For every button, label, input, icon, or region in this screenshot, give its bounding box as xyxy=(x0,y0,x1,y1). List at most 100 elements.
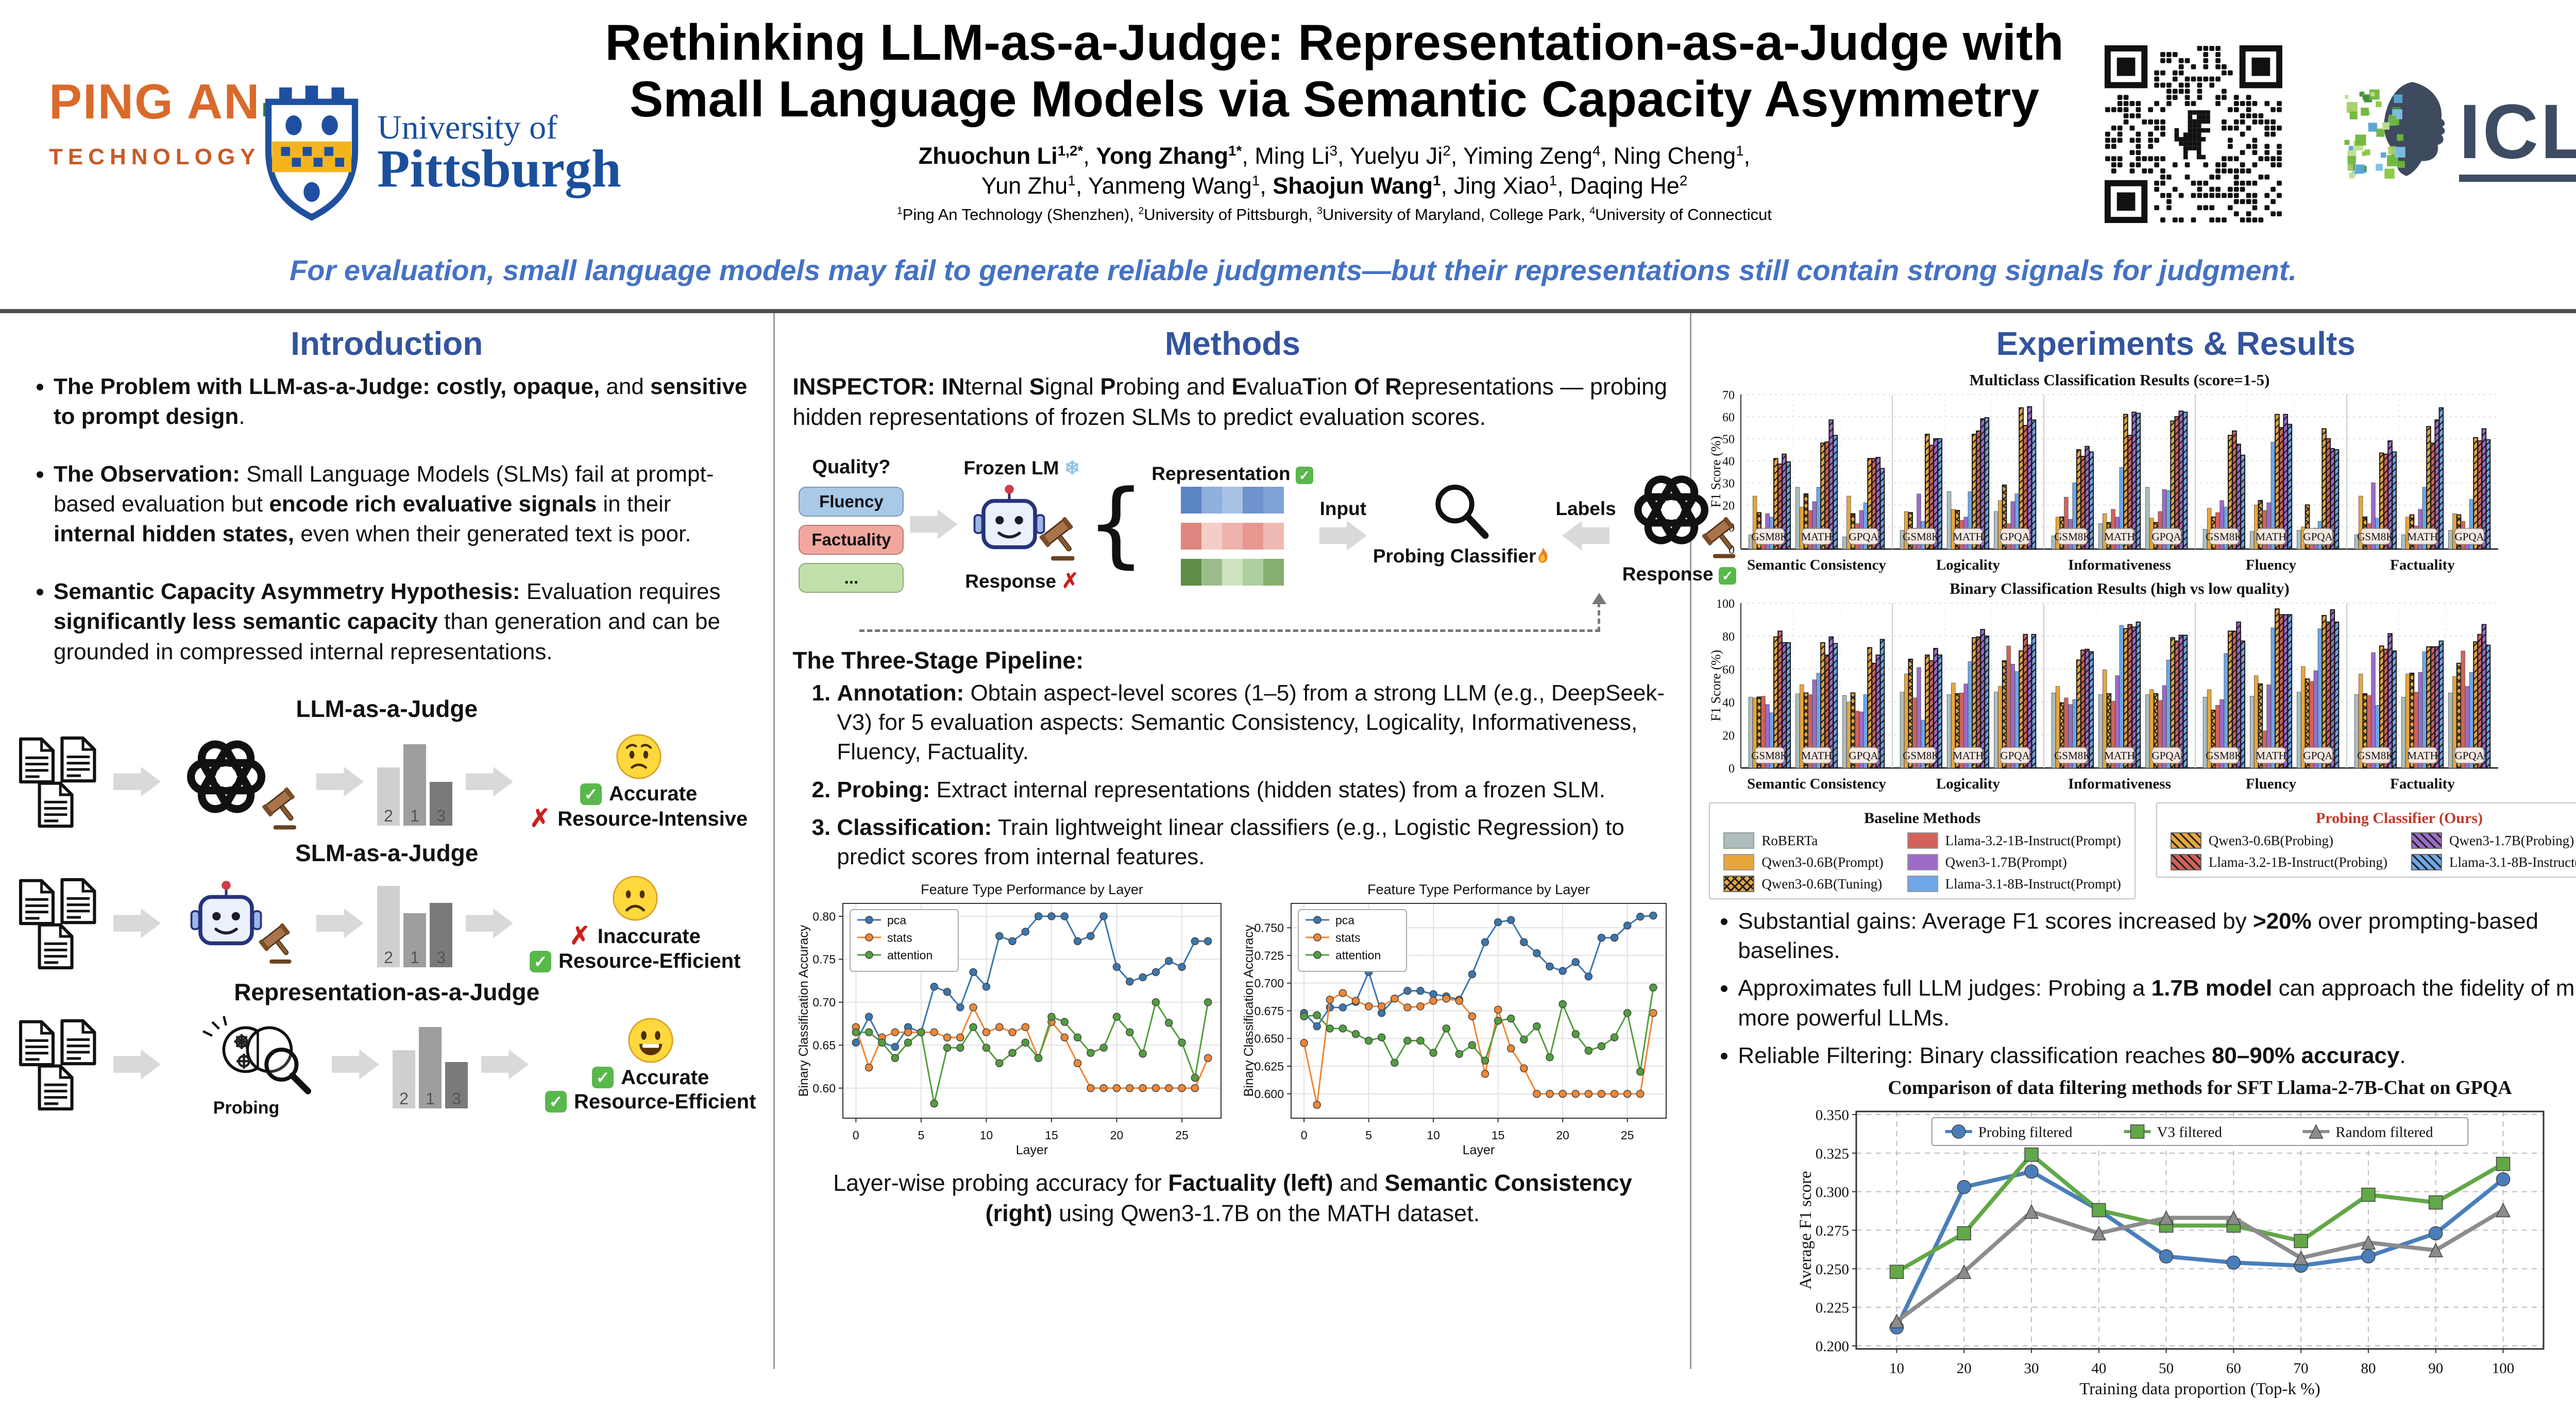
rect-el xyxy=(2154,125,2159,131)
rect-el xyxy=(2191,101,2196,106)
legend-swatch xyxy=(1907,876,1938,892)
circle-el xyxy=(1558,1090,1567,1098)
pingan-text: PING AN xyxy=(49,74,261,129)
circle-el xyxy=(1139,1084,1147,1092)
representation-strip xyxy=(1181,487,1284,514)
circle-el xyxy=(943,1033,952,1042)
rect-el xyxy=(1963,683,1969,768)
use-gavel xyxy=(261,785,302,830)
span-el: Llama-3.1-8B-Instruct(Prompt) xyxy=(1945,876,2121,892)
rect-el xyxy=(2179,141,2183,146)
rect-el xyxy=(2391,151,2398,158)
rect-el xyxy=(1912,697,1918,768)
rect-el xyxy=(2148,107,2154,112)
sad-face-icon xyxy=(611,874,660,923)
rect-el xyxy=(2233,186,2239,192)
methods-heading: Methods xyxy=(1164,325,1300,362)
rect-el xyxy=(2371,483,2376,550)
rect-el xyxy=(2270,125,2276,131)
rect-el xyxy=(2305,678,2310,768)
polygon-el xyxy=(1957,1264,1972,1279)
rect-el xyxy=(2387,155,2398,166)
text-el: GSM8K xyxy=(2055,749,2091,762)
circle-el xyxy=(1126,978,1134,986)
div-el xyxy=(1625,464,1741,561)
rect-el xyxy=(2203,529,2208,550)
text-el: GPQA xyxy=(2455,749,2485,762)
rect-el xyxy=(2287,614,2293,769)
rect-el xyxy=(1953,528,1984,545)
results-column: Experiments & Results 0 10 20 30 40 50 60 70 F1 … xyxy=(1691,313,2576,1398)
rect-el xyxy=(1859,711,1864,768)
rect-el xyxy=(2196,155,2201,160)
rect-el xyxy=(2233,193,2239,198)
rect-el xyxy=(2401,534,2406,550)
rect-el xyxy=(2203,46,2209,51)
rect-el xyxy=(2166,58,2172,63)
rect-el xyxy=(2392,451,2397,550)
rect-el xyxy=(2160,70,2165,76)
rect-el xyxy=(2142,119,2147,125)
text-el: MATH xyxy=(2408,531,2438,543)
rect-el xyxy=(2197,76,2202,82)
poster-title: Rethinking LLM-as-a-Judge: Representatio… xyxy=(592,14,2076,128)
circle-el xyxy=(1494,1005,1502,1014)
span-el: Small Language Models (SLMs) fail at pro… xyxy=(54,461,714,517)
status-line: ✓ Accurate xyxy=(592,1066,709,1089)
span-el: E xyxy=(1231,373,1247,400)
rect-el xyxy=(2201,110,2206,115)
circle-el xyxy=(891,1054,900,1063)
rect-el xyxy=(2116,192,2136,211)
circle-el xyxy=(1339,1003,1347,1012)
span-el: Resource-Efficient xyxy=(574,1090,756,1113)
text-el: 80 xyxy=(1722,630,1735,644)
rect-el xyxy=(2117,156,2123,161)
rect-el xyxy=(2172,76,2178,82)
text-el: GPQA xyxy=(2152,749,2182,762)
rect-el xyxy=(2011,663,2015,768)
text-el: 30 xyxy=(2024,1360,2039,1377)
rect-el xyxy=(2222,168,2227,174)
rect-el xyxy=(2264,144,2270,149)
rect-el xyxy=(2117,138,2123,143)
circle-el xyxy=(1391,995,1399,1003)
text-el: 10 xyxy=(1427,1128,1440,1142)
text-el: MATH xyxy=(1802,531,1833,543)
span-el: Accurate xyxy=(621,1066,709,1089)
text-el: 50 xyxy=(2159,1360,2174,1377)
quality-aspects: Quality? Fluency Factuality ... xyxy=(799,456,904,593)
rect-el xyxy=(2201,128,2206,133)
text-el: 0.65 xyxy=(813,1039,836,1052)
arrow-right-icon xyxy=(316,908,364,938)
rect-el xyxy=(2397,134,2403,141)
rect-el xyxy=(1906,747,1937,764)
span-el: Layer-wise probing accuracy for xyxy=(833,1170,1168,1196)
span-el: Response xyxy=(1622,563,1714,585)
rect-el xyxy=(1756,696,1762,768)
rect-el xyxy=(2196,124,2201,128)
text-el: 40 xyxy=(1722,696,1735,710)
rect-el xyxy=(2264,125,2270,131)
rect-el xyxy=(2233,119,2239,125)
rect-el xyxy=(2196,132,2201,138)
rect-el xyxy=(2270,186,2276,192)
rect-el xyxy=(2334,449,2340,550)
rect-el xyxy=(2111,168,2116,174)
text-el: 0 xyxy=(1301,1128,1308,1142)
circle-el xyxy=(1191,937,1199,946)
rect-el xyxy=(2233,107,2239,112)
circle-el xyxy=(995,1059,1004,1068)
rect-el xyxy=(2160,82,2165,88)
circle-el xyxy=(1442,1024,1451,1033)
span-el: encode rich evaluative signals xyxy=(269,491,597,517)
polyline-el xyxy=(1303,992,1654,1106)
circle-el xyxy=(904,1038,912,1047)
div-el xyxy=(971,481,1080,569)
use-docs3 xyxy=(21,880,94,968)
rect-el xyxy=(2197,180,2202,186)
circle-el xyxy=(1022,928,1030,936)
rect-el xyxy=(2188,110,2193,115)
text-el: 0.60 xyxy=(813,1082,836,1095)
rect-el xyxy=(1955,693,1960,768)
